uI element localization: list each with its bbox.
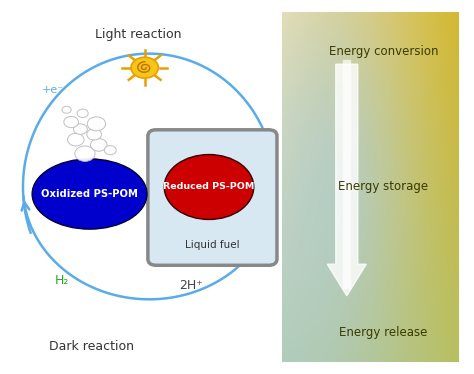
Circle shape — [87, 117, 106, 131]
Text: Energy release: Energy release — [339, 326, 428, 339]
Circle shape — [77, 109, 88, 117]
Text: Energy conversion: Energy conversion — [329, 45, 438, 58]
Text: H₂: H₂ — [55, 273, 69, 286]
Text: Dark reaction: Dark reaction — [49, 340, 134, 353]
Circle shape — [75, 146, 95, 161]
Circle shape — [131, 57, 158, 78]
Text: +e⁻: +e⁻ — [42, 86, 64, 95]
Text: Reduced PS-POM: Reduced PS-POM — [164, 183, 255, 191]
Circle shape — [91, 139, 107, 151]
Circle shape — [62, 106, 71, 113]
Circle shape — [64, 116, 79, 128]
Text: Oxidized PS-POM: Oxidized PS-POM — [41, 189, 138, 199]
Circle shape — [104, 145, 116, 155]
Circle shape — [73, 124, 87, 134]
FancyArrow shape — [327, 64, 366, 296]
Circle shape — [67, 133, 84, 146]
Text: Energy storage: Energy storage — [338, 181, 428, 193]
FancyBboxPatch shape — [148, 130, 277, 265]
Circle shape — [87, 129, 101, 140]
Ellipse shape — [32, 159, 147, 229]
Text: Light reaction: Light reaction — [94, 28, 181, 41]
Ellipse shape — [164, 154, 254, 220]
Text: Liquid fuel: Liquid fuel — [185, 240, 240, 250]
Text: 2H⁺: 2H⁺ — [179, 279, 202, 292]
